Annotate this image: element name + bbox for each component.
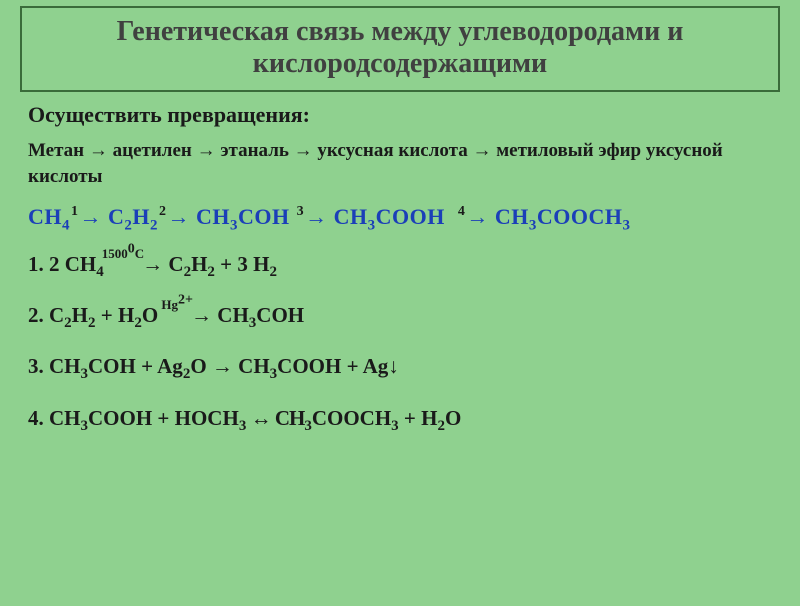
reactions-list: 1. 2 CH415000C→ C2H2 + 3 H2 2. C2H2 + H2…: [28, 252, 800, 435]
reaction-4: 4. CH3COOH + HOCH3 ↔ CH3COOCH3 + H2O: [28, 406, 800, 435]
formula-chain: CH41→ C2H22→ CH3COH 3→ CH3COOH 4→ CH3COO…: [28, 204, 800, 234]
title-line-1: Генетическая связь между углеводородами …: [117, 16, 684, 47]
reaction-1: 1. 2 CH415000C→ C2H2 + 3 H2: [28, 252, 800, 281]
reaction-3: 3. CH3COH + Ag2O → CH3COOH + Ag↓: [28, 354, 800, 383]
subtitle: Осуществить превращения:: [28, 102, 800, 128]
title-box: Генетическая связь между углеводородами …: [20, 6, 780, 92]
title-line-2: кислородсодержащими: [253, 48, 547, 79]
chain-description: Метан → ацетилен → этаналь → уксусная ки…: [28, 138, 772, 189]
reaction-2: 2. C2H2 + H2O Hg2+→ CH3COH: [28, 303, 800, 332]
